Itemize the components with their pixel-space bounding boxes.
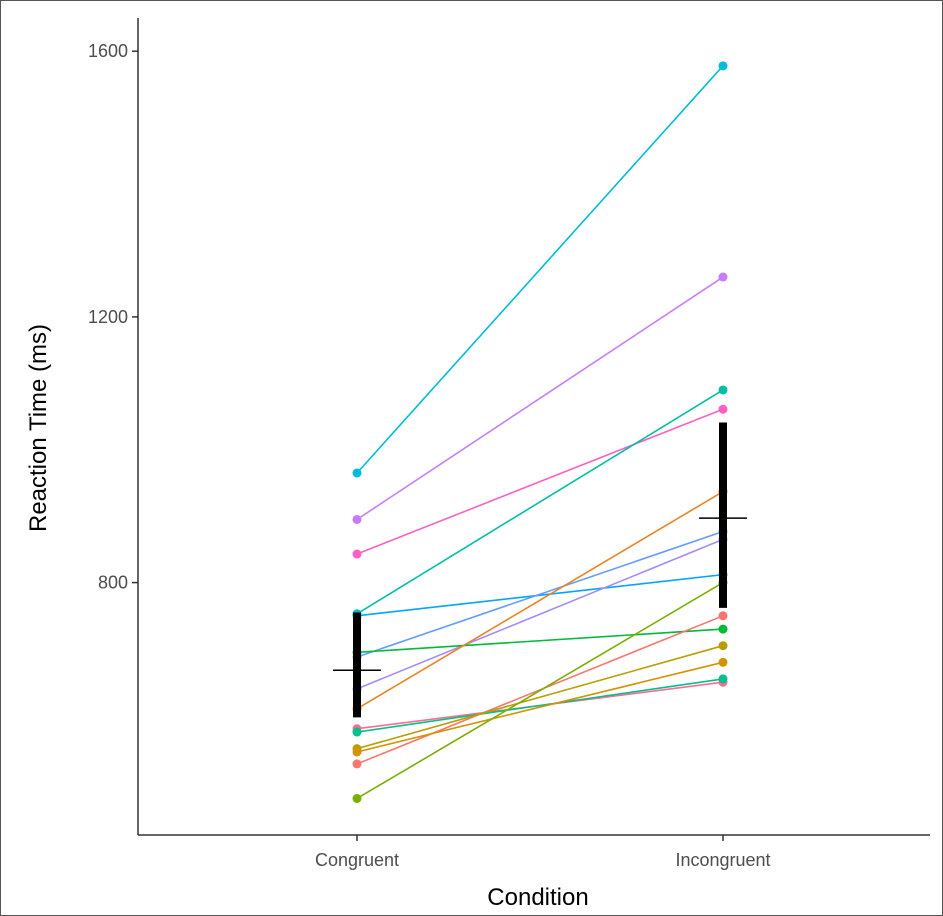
series-point	[718, 385, 728, 395]
series-point	[718, 657, 728, 667]
series-point	[718, 404, 728, 414]
series-point	[352, 727, 362, 737]
series-line	[356, 276, 724, 521]
x-tick-label: Congruent	[315, 850, 399, 870]
series-point	[718, 611, 728, 621]
series-11	[352, 674, 728, 737]
series-line	[356, 581, 724, 800]
summary-group	[333, 422, 747, 718]
series-14	[352, 657, 728, 757]
series-point	[718, 674, 728, 684]
series-1	[352, 61, 728, 478]
y-tick-label: 800	[98, 573, 128, 593]
series-point	[352, 793, 362, 803]
y-ticks: 800 1200 1600	[88, 41, 138, 593]
series-line	[356, 490, 724, 710]
series-line	[356, 678, 724, 733]
x-axis-title: Condition	[487, 884, 588, 911]
series-line	[356, 530, 724, 658]
y-tick-label: 1600	[88, 41, 128, 61]
series-point	[718, 61, 728, 71]
series-15	[352, 578, 728, 803]
series-line	[356, 573, 724, 617]
series-group	[352, 61, 728, 803]
series-12	[352, 487, 728, 714]
series-7	[352, 534, 728, 694]
series-point	[352, 549, 362, 559]
series-line	[356, 661, 724, 753]
series-line	[356, 628, 724, 654]
series-3	[352, 404, 728, 559]
series-8	[352, 624, 728, 657]
series-point	[718, 272, 728, 282]
series-line	[356, 65, 724, 474]
series-point	[352, 747, 362, 757]
series-2	[352, 272, 728, 524]
series-line	[356, 408, 724, 555]
x-tick-label: Incongruent	[675, 850, 770, 870]
series-point	[718, 624, 728, 634]
series-point	[352, 759, 362, 769]
series-line	[356, 538, 724, 690]
series-line	[356, 389, 724, 615]
series-13	[352, 641, 728, 754]
y-axis-title: Reaction Time (ms)	[25, 324, 52, 532]
summary-congruent	[333, 612, 381, 718]
y-tick-label: 1200	[88, 307, 128, 327]
series-point	[352, 468, 362, 478]
series-line	[356, 644, 724, 750]
series-4	[352, 385, 728, 619]
summary-incongruent	[699, 422, 747, 608]
axes: Condition Reaction Time (ms)	[25, 18, 930, 911]
x-ticks: Congruent Incongruent	[315, 835, 771, 870]
series-point	[352, 514, 362, 524]
series-point	[718, 641, 728, 651]
